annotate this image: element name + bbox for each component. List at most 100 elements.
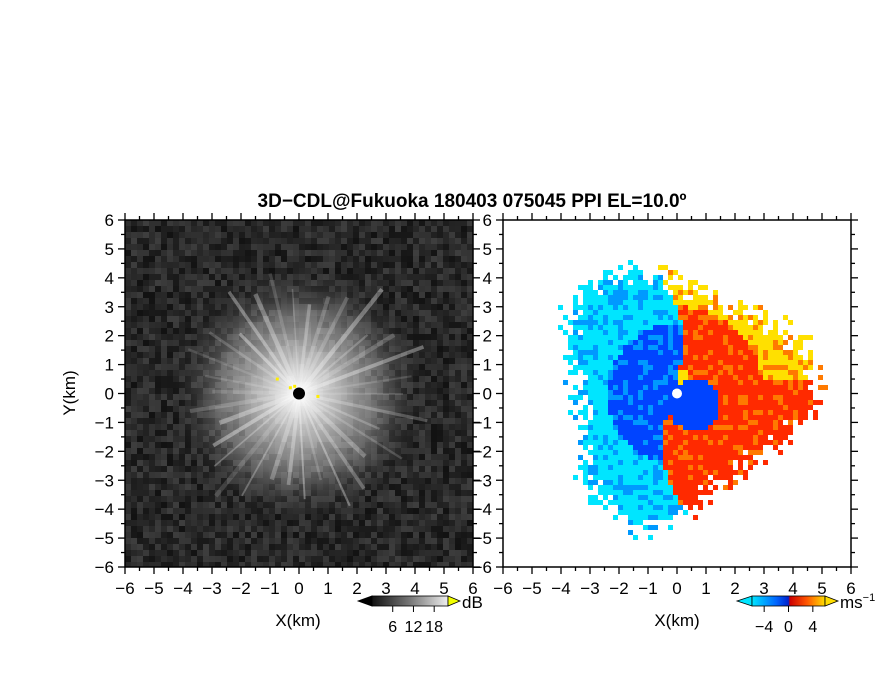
velocity-cell <box>648 390 653 395</box>
velocity-cell <box>713 310 718 315</box>
velocity-cell <box>638 380 643 385</box>
reflectivity-cell <box>131 388 137 394</box>
reflectivity-cell <box>149 310 155 316</box>
velocity-cell <box>598 340 603 345</box>
reflectivity-cell <box>185 502 191 508</box>
velocity-cell <box>718 330 723 335</box>
velocity-cell <box>603 360 608 365</box>
velocity-cell <box>593 440 598 445</box>
reflectivity-cell <box>461 466 467 472</box>
velocity-cell <box>658 370 663 375</box>
reflectivity-cell <box>347 562 353 567</box>
velocity-cell <box>753 410 758 415</box>
reflectivity-cell <box>389 256 395 262</box>
velocity-cell <box>738 335 743 340</box>
velocity-cell <box>703 340 708 345</box>
reflectivity-cell <box>461 256 467 262</box>
reflectivity-cell <box>137 556 143 562</box>
velocity-cell <box>723 340 728 345</box>
velocity-cell <box>738 435 743 440</box>
velocity-cell <box>678 350 683 355</box>
velocity-cell <box>718 385 723 390</box>
reflectivity-cell <box>131 256 137 262</box>
velocity-cell <box>793 350 798 355</box>
velocity-cell <box>593 320 598 325</box>
velocity-cell <box>693 335 698 340</box>
velocity-cell <box>583 295 588 300</box>
velocity-cell <box>643 325 648 330</box>
reflectivity-cell <box>419 292 425 298</box>
reflectivity-cell <box>155 370 161 376</box>
velocity-cell <box>598 320 603 325</box>
reflectivity-cell <box>245 520 251 526</box>
reflectivity-cell <box>449 424 455 430</box>
reflectivity-colorbar-unit: dB <box>462 593 483 612</box>
velocity-cell <box>723 420 728 425</box>
reflectivity-cell <box>143 310 149 316</box>
velocity-cell <box>608 310 613 315</box>
velocity-cell <box>708 450 713 455</box>
reflectivity-cell <box>143 256 149 262</box>
reflectivity-cell <box>185 550 191 556</box>
reflectivity-cell <box>269 550 275 556</box>
velocity-cell <box>778 450 783 455</box>
reflectivity-cell <box>425 502 431 508</box>
reflectivity-cell <box>359 250 365 256</box>
velocity-cell <box>608 375 613 380</box>
velocity-cell <box>608 395 613 400</box>
reflectivity-cell <box>173 472 179 478</box>
reflectivity-cell <box>137 256 143 262</box>
reflectivity-cell <box>377 514 383 520</box>
reflectivity-cell <box>137 442 143 448</box>
reflectivity-cell <box>137 436 143 442</box>
velocity-cell <box>558 305 563 310</box>
reflectivity-cell <box>137 460 143 466</box>
velocity-cell <box>778 360 783 365</box>
velocity-cell <box>738 325 743 330</box>
reflectivity-cell <box>173 496 179 502</box>
velocity-cell <box>763 430 768 435</box>
reflectivity-cell <box>143 400 149 406</box>
reflectivity-cell <box>305 538 311 544</box>
reflectivity-cell <box>125 454 131 460</box>
velocity-cell <box>578 425 583 430</box>
reflectivity-cell <box>185 262 191 268</box>
reflectivity-beam-streak <box>297 392 366 490</box>
reflectivity-cell <box>425 262 431 268</box>
reflectivity-cell <box>467 334 473 340</box>
reflectivity-cell <box>467 550 473 556</box>
velocity-cell <box>643 310 648 315</box>
reflectivity-cell <box>425 436 431 442</box>
velocity-cell <box>673 420 678 425</box>
reflectivity-cell <box>449 556 455 562</box>
reflectivity-cell <box>125 364 131 370</box>
reflectivity-cell <box>137 346 143 352</box>
reflectivity-cell <box>305 526 311 532</box>
reflectivity-cell <box>125 490 131 496</box>
reflectivity-cell <box>347 538 353 544</box>
reflectivity-cell <box>149 460 155 466</box>
velocity-cell <box>623 315 628 320</box>
velocity-cell <box>653 435 658 440</box>
reflectivity-cell <box>167 304 173 310</box>
velocity-cell <box>598 380 603 385</box>
velocity-cell <box>693 445 698 450</box>
velocity-cell <box>603 425 608 430</box>
reflectivity-x-tick-label: −4 <box>173 579 192 598</box>
velocity-cell <box>618 345 623 350</box>
reflectivity-cell <box>455 388 461 394</box>
reflectivity-cell <box>245 514 251 520</box>
velocity-cell <box>703 325 708 330</box>
velocity-cell <box>738 340 743 345</box>
reflectivity-cell <box>467 442 473 448</box>
reflectivity-cell <box>419 460 425 466</box>
velocity-cell <box>638 340 643 345</box>
velocity-cell <box>683 300 688 305</box>
reflectivity-cell <box>125 460 131 466</box>
reflectivity-cell <box>395 556 401 562</box>
velocity-cell <box>818 375 823 380</box>
reflectivity-x-tick-label: 0 <box>294 579 303 598</box>
reflectivity-cell <box>173 274 179 280</box>
velocity-cell <box>693 340 698 345</box>
reflectivity-cell <box>167 316 173 322</box>
